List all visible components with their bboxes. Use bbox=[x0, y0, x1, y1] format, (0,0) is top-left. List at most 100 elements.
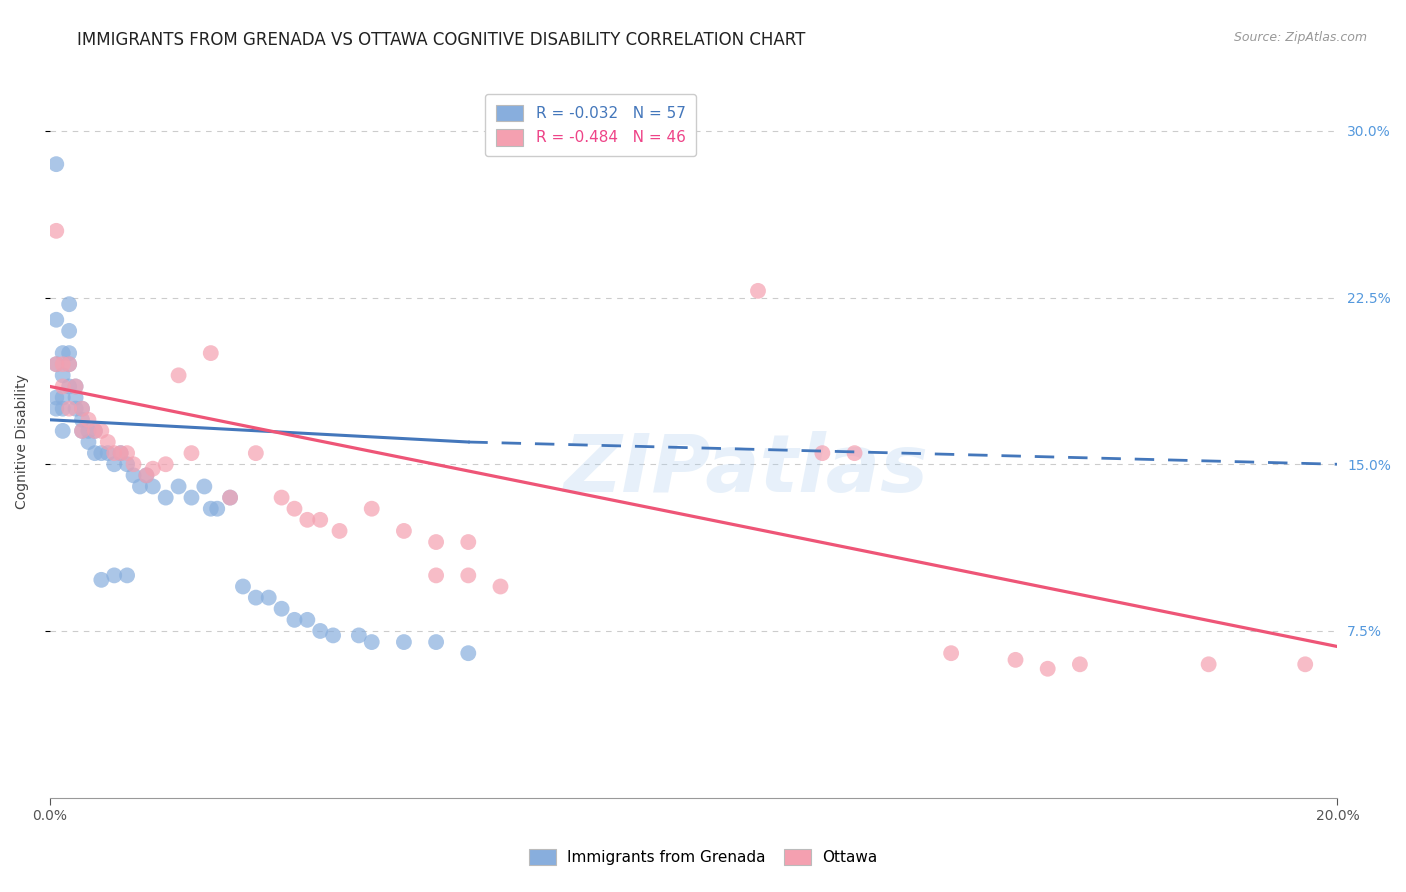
Point bbox=[45, 312, 67, 326]
Point bbox=[110, 446, 132, 460]
Point bbox=[52, 346, 75, 360]
Point bbox=[45, 357, 67, 371]
Point bbox=[122, 457, 145, 471]
Point bbox=[110, 446, 132, 460]
Point bbox=[270, 491, 292, 505]
Point bbox=[77, 413, 100, 427]
Point bbox=[457, 535, 479, 549]
Point bbox=[457, 646, 479, 660]
Point bbox=[180, 491, 202, 505]
Point bbox=[135, 468, 157, 483]
Point bbox=[52, 391, 75, 405]
Point bbox=[90, 446, 112, 460]
Point bbox=[328, 524, 350, 538]
Point bbox=[70, 401, 93, 416]
Point bbox=[245, 591, 267, 605]
Point bbox=[83, 446, 105, 460]
Point bbox=[309, 513, 332, 527]
Point bbox=[219, 491, 242, 505]
Point bbox=[45, 401, 67, 416]
Point bbox=[283, 501, 305, 516]
Point bbox=[360, 501, 382, 516]
Point bbox=[52, 424, 75, 438]
Point bbox=[297, 613, 319, 627]
Point bbox=[200, 501, 222, 516]
Point bbox=[65, 391, 87, 405]
Point bbox=[297, 513, 319, 527]
Point bbox=[115, 457, 138, 471]
Y-axis label: Cognitive Disability: Cognitive Disability bbox=[15, 375, 30, 509]
Point bbox=[97, 446, 120, 460]
Point bbox=[103, 568, 125, 582]
Point bbox=[142, 461, 165, 475]
Point bbox=[844, 446, 866, 460]
Point bbox=[200, 346, 222, 360]
Point bbox=[155, 491, 177, 505]
Point bbox=[167, 479, 190, 493]
Point bbox=[747, 284, 769, 298]
Point bbox=[257, 591, 280, 605]
Point bbox=[219, 491, 242, 505]
Point bbox=[155, 457, 177, 471]
Point bbox=[90, 424, 112, 438]
Point bbox=[309, 624, 332, 638]
Point bbox=[65, 379, 87, 393]
Point bbox=[58, 401, 80, 416]
Point bbox=[180, 446, 202, 460]
Point bbox=[45, 391, 67, 405]
Point bbox=[83, 424, 105, 438]
Text: Source: ZipAtlas.com: Source: ZipAtlas.com bbox=[1233, 31, 1367, 45]
Point bbox=[115, 568, 138, 582]
Point bbox=[90, 573, 112, 587]
Point bbox=[360, 635, 382, 649]
Point bbox=[322, 628, 344, 642]
Point bbox=[45, 357, 67, 371]
Point bbox=[103, 446, 125, 460]
Point bbox=[167, 368, 190, 383]
Point bbox=[83, 424, 105, 438]
Point bbox=[142, 479, 165, 493]
Point bbox=[77, 424, 100, 438]
Point bbox=[45, 157, 67, 171]
Point bbox=[70, 424, 93, 438]
Point bbox=[457, 568, 479, 582]
Point bbox=[52, 357, 75, 371]
Point bbox=[115, 446, 138, 460]
Point bbox=[70, 424, 93, 438]
Point bbox=[58, 324, 80, 338]
Point bbox=[205, 501, 228, 516]
Point bbox=[65, 401, 87, 416]
Point bbox=[939, 646, 962, 660]
Text: ZIPatlas: ZIPatlas bbox=[562, 432, 928, 509]
Point bbox=[58, 379, 80, 393]
Point bbox=[129, 479, 152, 493]
Point bbox=[270, 601, 292, 615]
Point bbox=[347, 628, 370, 642]
Point bbox=[232, 580, 254, 594]
Point bbox=[70, 413, 93, 427]
Point bbox=[58, 357, 80, 371]
Point bbox=[425, 635, 447, 649]
Point bbox=[1069, 657, 1091, 672]
Legend: R = -0.032   N = 57, R = -0.484   N = 46: R = -0.032 N = 57, R = -0.484 N = 46 bbox=[485, 94, 696, 156]
Point bbox=[58, 346, 80, 360]
Point bbox=[283, 613, 305, 627]
Point bbox=[1036, 662, 1059, 676]
Point bbox=[1294, 657, 1316, 672]
Point bbox=[425, 535, 447, 549]
Point bbox=[811, 446, 834, 460]
Point bbox=[103, 457, 125, 471]
Point bbox=[489, 580, 512, 594]
Point bbox=[70, 401, 93, 416]
Legend: Immigrants from Grenada, Ottawa: Immigrants from Grenada, Ottawa bbox=[523, 843, 883, 871]
Text: IMMIGRANTS FROM GRENADA VS OTTAWA COGNITIVE DISABILITY CORRELATION CHART: IMMIGRANTS FROM GRENADA VS OTTAWA COGNIT… bbox=[77, 31, 806, 49]
Point bbox=[392, 635, 415, 649]
Point bbox=[1004, 653, 1026, 667]
Point bbox=[52, 368, 75, 383]
Point bbox=[193, 479, 215, 493]
Point bbox=[58, 357, 80, 371]
Point bbox=[122, 468, 145, 483]
Point bbox=[77, 435, 100, 450]
Point bbox=[135, 468, 157, 483]
Point bbox=[1198, 657, 1220, 672]
